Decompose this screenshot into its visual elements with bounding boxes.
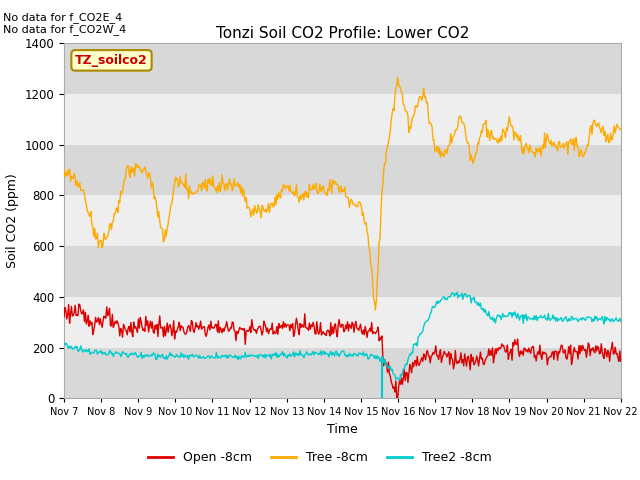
Tree2 -8cm [433, 299, 440, 304]
Bar [64, 43, 621, 94]
Tree -8cm [434, 144, 442, 149]
Tree2 -8cm [481, 307, 489, 312]
Bar [64, 246, 621, 297]
Open -8cm [393, 396, 401, 401]
Text: No data for f_CO2E_4: No data for f_CO2E_4 [3, 12, 122, 23]
Tree -8cm [617, 127, 625, 132]
Bar [64, 297, 621, 348]
Text: No data for f_CO2W_4: No data for f_CO2W_4 [3, 24, 127, 35]
Tree -8cm [389, 106, 397, 111]
Tree -8cm [394, 74, 401, 80]
Line: Tree -8cm: Tree -8cm [64, 77, 621, 310]
Open -8cm [204, 324, 212, 330]
Open -8cm [60, 314, 68, 320]
Open -8cm [313, 319, 321, 324]
Open -8cm [617, 358, 625, 364]
Tree2 -8cm [617, 319, 625, 324]
Tree2 -8cm [159, 351, 166, 357]
Legend: Open -8cm, Tree -8cm, Tree2 -8cm: Open -8cm, Tree -8cm, Tree2 -8cm [143, 446, 497, 469]
Bar [64, 195, 621, 246]
Y-axis label: Soil CO2 (ppm): Soil CO2 (ppm) [6, 173, 19, 268]
Tree -8cm [372, 307, 380, 313]
X-axis label: Time: Time [327, 423, 358, 436]
Tree2 -8cm [312, 350, 320, 356]
Tree -8cm [60, 166, 68, 171]
Tree -8cm [204, 188, 211, 194]
Open -8cm [75, 301, 83, 307]
Bar [64, 94, 621, 144]
Line: Open -8cm: Open -8cm [64, 304, 621, 398]
Bar [64, 144, 621, 195]
Open -8cm [481, 358, 489, 363]
Tree2 -8cm [396, 377, 403, 383]
Tree2 -8cm [60, 340, 68, 346]
Tree -8cm [312, 180, 320, 186]
Text: TZ_soilco2: TZ_soilco2 [75, 54, 148, 67]
Title: Tonzi Soil CO2 Profile: Lower CO2: Tonzi Soil CO2 Profile: Lower CO2 [216, 25, 469, 41]
Tree2 -8cm [388, 366, 396, 372]
Tree2 -8cm [453, 289, 461, 295]
Line: Tree2 -8cm: Tree2 -8cm [64, 292, 621, 380]
Tree2 -8cm [204, 354, 211, 360]
Tree -8cm [481, 120, 489, 126]
Bar [64, 348, 621, 398]
Open -8cm [389, 385, 397, 391]
Open -8cm [434, 353, 442, 359]
Open -8cm [159, 334, 167, 340]
Tree -8cm [159, 227, 166, 232]
